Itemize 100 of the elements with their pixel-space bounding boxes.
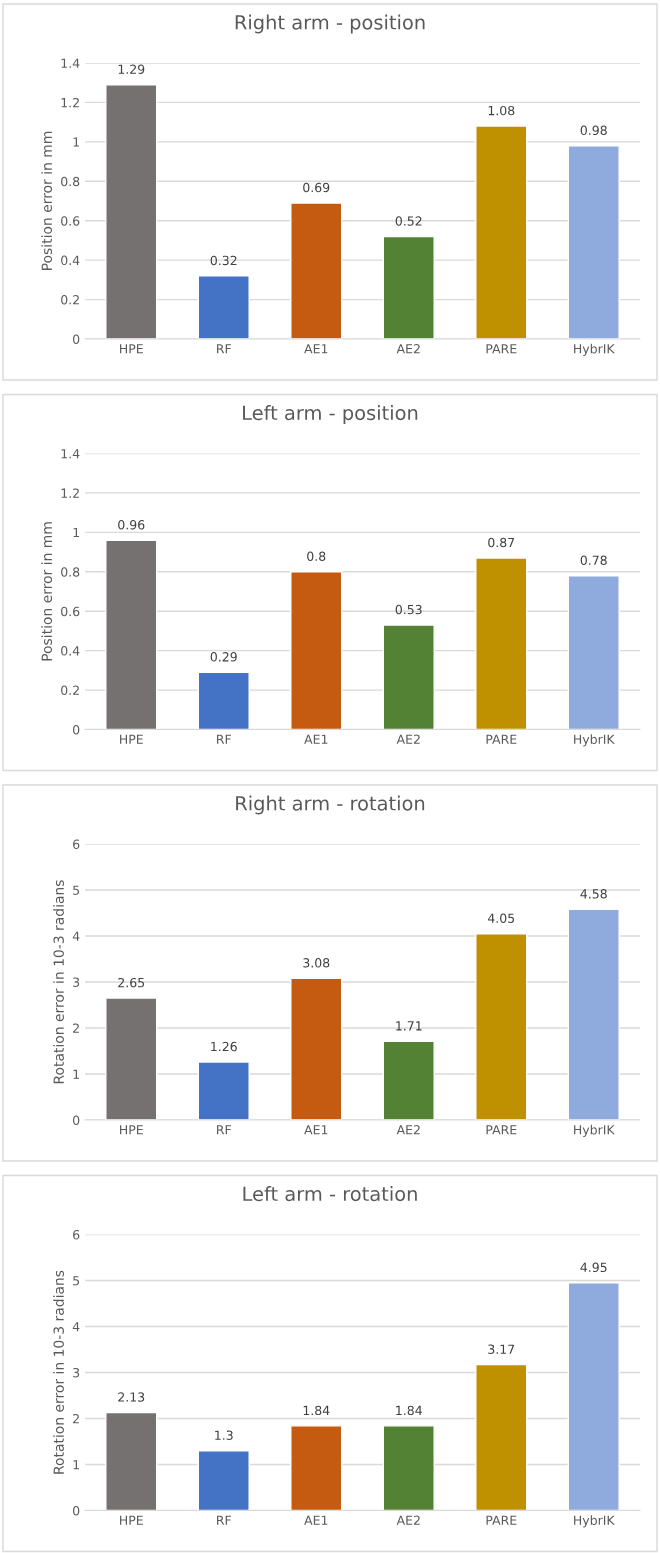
y-tick-label: 2 (73, 1023, 79, 1033)
y-tick-label: 2 (73, 1413, 79, 1424)
data-label: 0.53 (395, 604, 422, 615)
y-tick-label: 0 (73, 1115, 80, 1125)
y-tick-label: 0.4 (61, 646, 80, 656)
bar (290, 1425, 343, 1511)
bar (290, 571, 343, 730)
y-tick-label: 5 (73, 1276, 80, 1286)
y-tick-label: 6 (73, 1229, 80, 1240)
data-label: 2.65 (118, 977, 145, 988)
data-label: 1.26 (211, 1041, 237, 1052)
data-label: 0.8 (307, 551, 326, 562)
y-tick-label: 0.6 (61, 216, 80, 226)
data-label: 1.71 (396, 1021, 422, 1031)
x-tick-label: HybrIK (574, 734, 615, 747)
data-label: 4.58 (580, 889, 607, 899)
chart-title: Left arm - position (243, 405, 418, 424)
y-axis-title: Position error in mm (41, 131, 53, 270)
x-tick-label: RF (217, 344, 231, 354)
y-tick-label: 3 (73, 1367, 80, 1378)
data-label: 0.69 (303, 182, 330, 193)
y-tick-label: 0 (73, 724, 80, 735)
bar (290, 202, 343, 339)
y-tick-label: 1.2 (61, 97, 79, 108)
bar (382, 1425, 435, 1511)
y-axis-title: Rotation error in 10-3 radians (53, 1270, 64, 1474)
data-label: 1.84 (303, 1405, 330, 1416)
x-tick-label: HybrIK (574, 343, 615, 356)
x-tick-label: RF (217, 1125, 231, 1135)
data-label: 4.95 (580, 1262, 607, 1273)
bar (475, 557, 528, 730)
x-tick-label: PARE (486, 734, 517, 744)
y-tick-label: 4 (72, 1322, 80, 1332)
data-label: 0.78 (580, 555, 607, 565)
y-tick-label: 0 (73, 334, 80, 344)
x-tick-label: AE1 (304, 1125, 328, 1135)
y-axis-title: Rotation error in 10-3 radians (53, 880, 64, 1084)
y-tick-label: 6 (73, 839, 80, 849)
x-tick-label: AE2 (396, 1125, 420, 1135)
data-label: 3.08 (303, 958, 330, 968)
bar (105, 539, 158, 730)
bar (105, 83, 158, 339)
bar (197, 1061, 250, 1120)
bar (475, 933, 528, 1120)
data-label: 4.05 (487, 913, 515, 923)
x-tick-label: PARE (486, 344, 517, 354)
data-label: 0.87 (488, 537, 515, 548)
x-tick-label: RF (217, 734, 231, 744)
bar (567, 145, 620, 339)
x-tick-label: PARE (486, 1125, 517, 1135)
bar (290, 977, 343, 1120)
y-tick-label: 1.4 (61, 58, 80, 68)
x-tick-label: HPE (120, 344, 143, 354)
x-tick-label: AE1 (304, 1515, 328, 1525)
chart-title: Left arm - rotation (243, 1186, 417, 1202)
bar (567, 1282, 620, 1511)
y-tick-label: 1 (73, 1069, 79, 1079)
data-label: 2.13 (118, 1392, 145, 1402)
data-label: 0.52 (395, 216, 422, 226)
x-tick-label: AE1 (304, 734, 328, 744)
x-tick-label: HybrIK (574, 1515, 615, 1528)
bar (382, 1040, 435, 1120)
y-tick-label: 5 (73, 885, 80, 895)
bar (567, 908, 620, 1120)
chart-title: Right arm - rotation (236, 795, 425, 815)
data-label: 3.17 (488, 1344, 515, 1354)
bar (567, 575, 620, 730)
x-tick-label: PARE (486, 1515, 517, 1525)
x-tick-label: AE2 (396, 344, 420, 354)
y-axis-title: Position error in mm (41, 522, 53, 661)
x-tick-label: HPE (120, 1125, 143, 1135)
bar (475, 1363, 528, 1511)
bar (105, 997, 158, 1120)
x-tick-label: RF (217, 1515, 231, 1525)
y-tick-label: 0.2 (61, 685, 79, 695)
bar (197, 275, 250, 339)
bar (382, 624, 435, 730)
bar (197, 1450, 250, 1511)
x-tick-label: AE2 (396, 1515, 420, 1525)
y-tick-label: 1 (73, 137, 79, 147)
data-label: 0.32 (210, 255, 237, 266)
y-tick-label: 0.6 (61, 606, 80, 617)
bar (475, 125, 528, 339)
chart-title: Right arm - position (235, 14, 425, 34)
bar (105, 1411, 158, 1511)
data-label: 1.3 (215, 1430, 233, 1440)
x-tick-label: HPE (120, 734, 143, 744)
y-tick-label: 3 (73, 977, 80, 987)
y-tick-label: 0 (73, 1505, 80, 1516)
x-tick-label: AE1 (304, 344, 328, 354)
bar (197, 671, 250, 730)
data-label: 1.29 (118, 64, 145, 74)
y-tick-label: 1.2 (61, 488, 79, 498)
data-label: 0.29 (210, 652, 237, 662)
y-tick-label: 4 (72, 931, 80, 941)
y-tick-label: 0.4 (61, 255, 80, 266)
y-tick-label: 0.8 (61, 176, 80, 187)
x-tick-label: HybrIK (574, 1124, 615, 1137)
data-label: 1.84 (396, 1405, 422, 1416)
y-tick-label: 1.4 (61, 449, 80, 459)
